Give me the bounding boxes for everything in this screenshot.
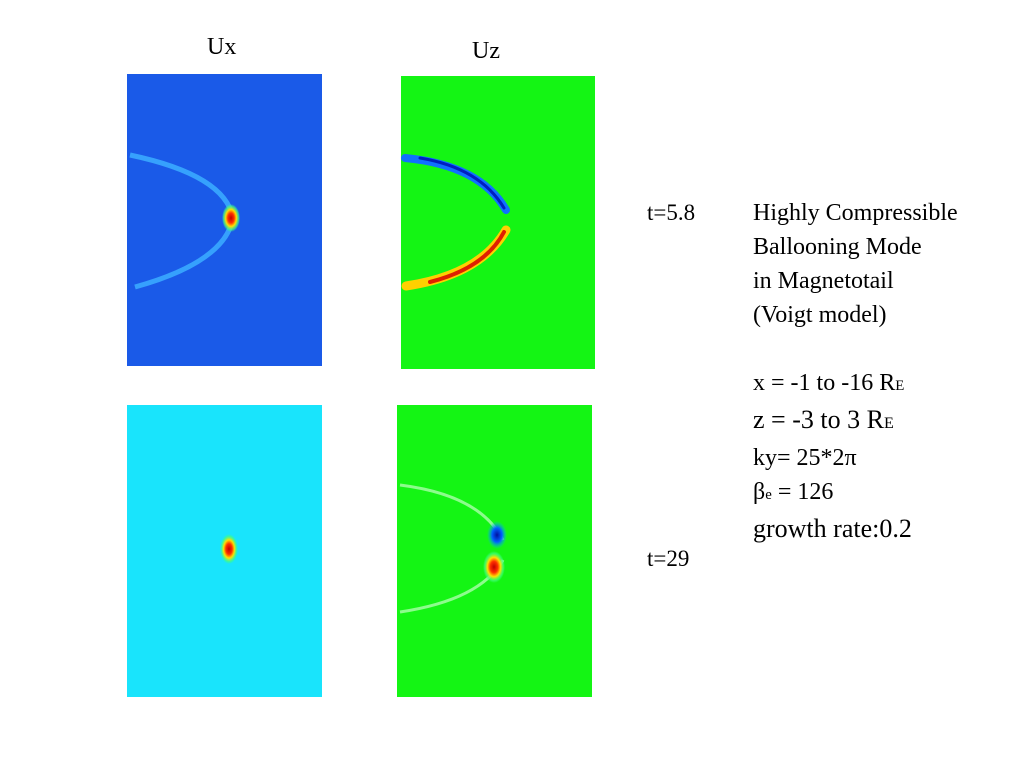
- param-text: = 126: [771, 479, 834, 505]
- param: growth rate:0.2: [753, 512, 958, 546]
- desc-line: Ballooning Mode: [753, 234, 922, 260]
- param: βe = 126: [753, 475, 958, 512]
- description: Highly Compressible Ballooning Mode in M…: [753, 196, 958, 546]
- uz-title: Uz: [472, 38, 500, 64]
- uz-lower-core: [428, 230, 506, 284]
- param-text: ky= 25*2π: [753, 445, 857, 471]
- uz-blue-spot: [487, 521, 507, 549]
- param-sub: E: [895, 378, 905, 394]
- param-text: β: [753, 479, 766, 505]
- uz-red-spot: [483, 551, 505, 583]
- param-sub: e: [765, 487, 772, 503]
- param: x = -1 to -16 RE: [753, 366, 958, 403]
- uz-panel-bottom: [397, 405, 592, 697]
- param: ky= 25*2π: [753, 441, 958, 475]
- ux-title: Ux: [207, 34, 237, 60]
- ux-core: [222, 204, 240, 232]
- desc-line: Highly Compressible: [753, 200, 958, 226]
- uz-panel-top: [401, 76, 595, 369]
- ux-core-bottom: [220, 534, 238, 564]
- param-sub: E: [883, 415, 894, 432]
- time-label: t=5.8: [647, 200, 696, 225]
- uz-upper-core: [418, 156, 506, 210]
- param-text: x = -1 to -16 R: [753, 370, 896, 396]
- param-text: z = -3 to 3 R: [753, 405, 884, 434]
- time-label: t=29: [647, 546, 690, 571]
- desc-line: (Voigt model): [753, 302, 887, 328]
- param: z = -3 to 3 RE: [753, 403, 958, 441]
- param-text: growth rate:0.2: [753, 514, 912, 543]
- desc-line: in Magnetotail: [753, 268, 894, 294]
